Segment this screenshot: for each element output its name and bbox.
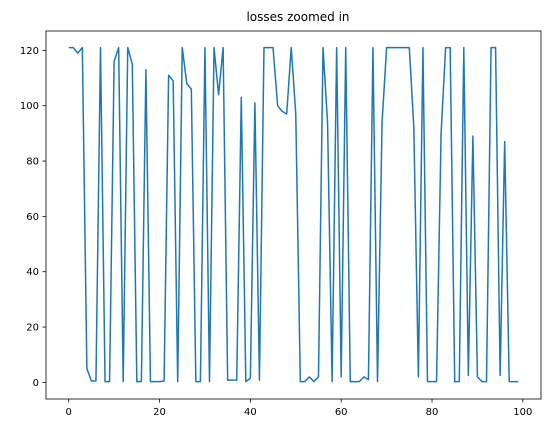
y-tick-label: 20 <box>26 323 39 334</box>
x-tick-label: 20 <box>153 407 166 418</box>
y-tick-label: 40 <box>26 267 39 278</box>
y-tick-label: 100 <box>20 101 39 112</box>
axes-frame <box>45 30 542 400</box>
series-line-0 <box>68 46 519 383</box>
x-tick-label: 60 <box>335 407 348 418</box>
x-tick-label: 0 <box>66 407 72 418</box>
chart-title: losses zoomed in <box>246 10 349 24</box>
y-axis: 0 20 40 60 80 100 120 <box>20 46 46 389</box>
x-tick-label: 40 <box>244 407 257 418</box>
y-tick-label: 60 <box>26 212 39 223</box>
plot-area <box>68 46 519 383</box>
y-tick-label: 120 <box>20 46 39 57</box>
y-tick-label: 80 <box>26 157 39 168</box>
x-tick-label: 100 <box>513 407 532 418</box>
x-axis: 0 20 40 60 80 100 <box>66 399 532 418</box>
x-tick-label: 80 <box>426 407 439 418</box>
y-tick-label: 0 <box>33 378 39 389</box>
